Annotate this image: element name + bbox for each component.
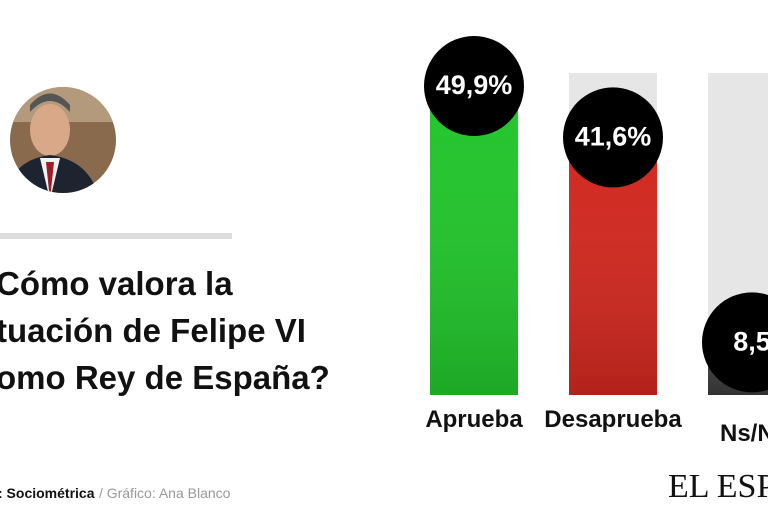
title-line: tuación de Felipe VI	[0, 312, 306, 349]
divider	[0, 233, 232, 239]
category-label: Ns/N	[720, 420, 768, 447]
category-label: Aprueba	[425, 406, 523, 433]
value-label: 49,9%	[436, 70, 513, 100]
category-label: Desaprueba	[544, 406, 682, 433]
logo: EL ESPA	[668, 468, 768, 505]
value-label: 41,6%	[575, 122, 652, 152]
value-label: 8,5	[733, 326, 768, 356]
value-badge	[702, 292, 768, 393]
value-badge	[424, 36, 524, 137]
title-line: Cómo valora la	[0, 265, 233, 302]
source: : Sociométrica / Gráfico: Ana Blanco	[0, 485, 231, 502]
portrait	[10, 87, 116, 193]
title-line: omo Rey de España?	[0, 359, 330, 396]
source-name: : Sociométrica	[0, 485, 95, 501]
credit: / Gráfico: Ana Blanco	[99, 485, 231, 501]
bar-shade	[430, 86, 518, 395]
value-badge	[563, 87, 663, 188]
